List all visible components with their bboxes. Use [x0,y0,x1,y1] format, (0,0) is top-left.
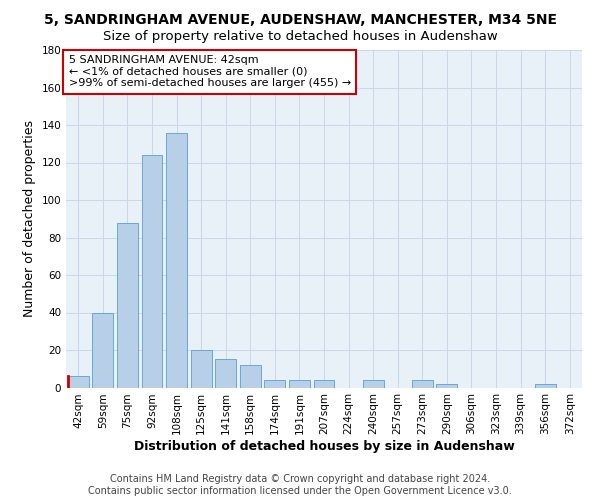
Bar [117,222,138,388]
Bar [314,380,334,388]
Bar [240,365,261,388]
Bar [535,384,556,388]
Bar [265,380,286,388]
Bar [289,380,310,388]
Bar [362,380,383,388]
Bar [92,312,113,388]
Text: 5, SANDRINGHAM AVENUE, AUDENSHAW, MANCHESTER, M34 5NE: 5, SANDRINGHAM AVENUE, AUDENSHAW, MANCHE… [44,12,557,26]
Bar [191,350,212,388]
Bar [166,132,187,388]
Bar [215,360,236,388]
Bar [412,380,433,388]
X-axis label: Distribution of detached houses by size in Audenshaw: Distribution of detached houses by size … [134,440,514,453]
Text: 5 SANDRINGHAM AVENUE: 42sqm
← <1% of detached houses are smaller (0)
>99% of sem: 5 SANDRINGHAM AVENUE: 42sqm ← <1% of det… [68,55,351,88]
Text: Contains HM Land Registry data © Crown copyright and database right 2024.
Contai: Contains HM Land Registry data © Crown c… [88,474,512,496]
Bar [436,384,457,388]
Y-axis label: Number of detached properties: Number of detached properties [23,120,36,318]
Bar [68,376,89,388]
Bar [142,155,163,388]
Text: Size of property relative to detached houses in Audenshaw: Size of property relative to detached ho… [103,30,497,43]
